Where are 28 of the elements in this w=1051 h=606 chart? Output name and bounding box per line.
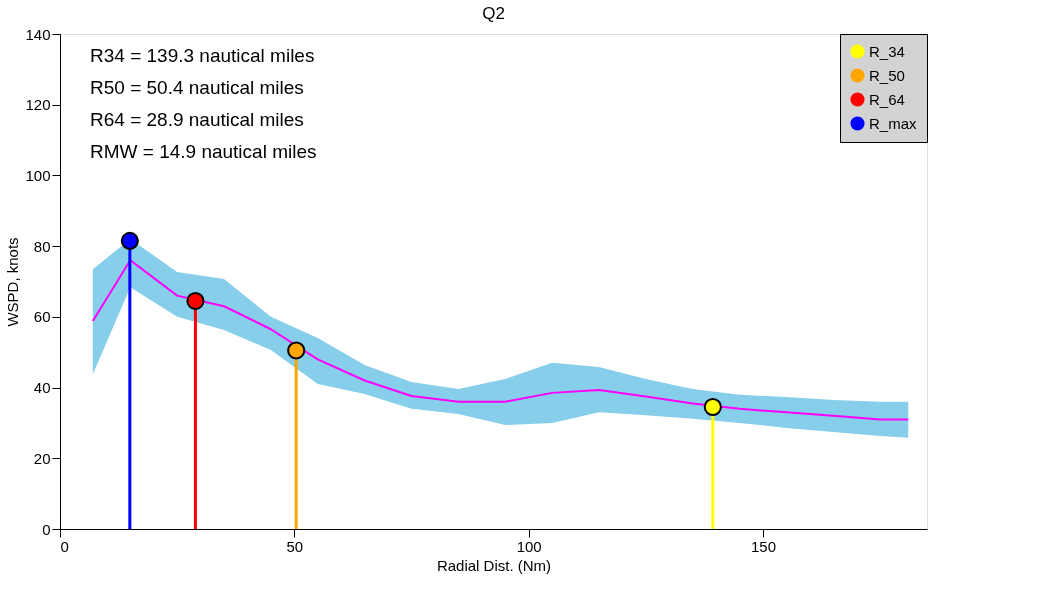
point [120,231,139,250]
legend-label: R_34 [869,42,905,60]
annotation: R34 = 139.3 nautical miles [90,45,315,66]
line-series [91,259,910,421]
y-tick-label: 80 [33,237,51,255]
x-axis-title: Radial Dist. (Nm) [436,556,552,574]
legend-label: R_50 [869,66,905,84]
annotation: R64 = 28.9 nautical miles [90,109,304,130]
annotation: R50 = 50.4 nautical miles [90,77,304,98]
x-tick-label: 150 [750,537,776,555]
chart-title: Q2 [482,4,505,23]
x-tick-label: 0 [60,537,69,555]
x-tick-label: 100 [516,537,542,555]
y-tick-label: 120 [25,96,51,114]
y-tick-label: 20 [33,449,51,467]
y-axis-title: WSPD, knots [4,237,22,327]
point [287,341,306,360]
point [703,397,722,417]
x-tick-label: 50 [286,537,304,555]
point [186,291,205,310]
y-tick-label: 40 [33,379,51,397]
y-tick-label: 0 [42,520,51,538]
y-tick-label: 140 [25,25,51,43]
legend-label: R_max [869,114,918,132]
legend-label: R_64 [869,90,905,108]
y-tick-label: 100 [25,166,51,184]
annotation: RMW = 14.9 nautical miles [90,141,317,162]
y-tick-label: 60 [33,308,51,326]
